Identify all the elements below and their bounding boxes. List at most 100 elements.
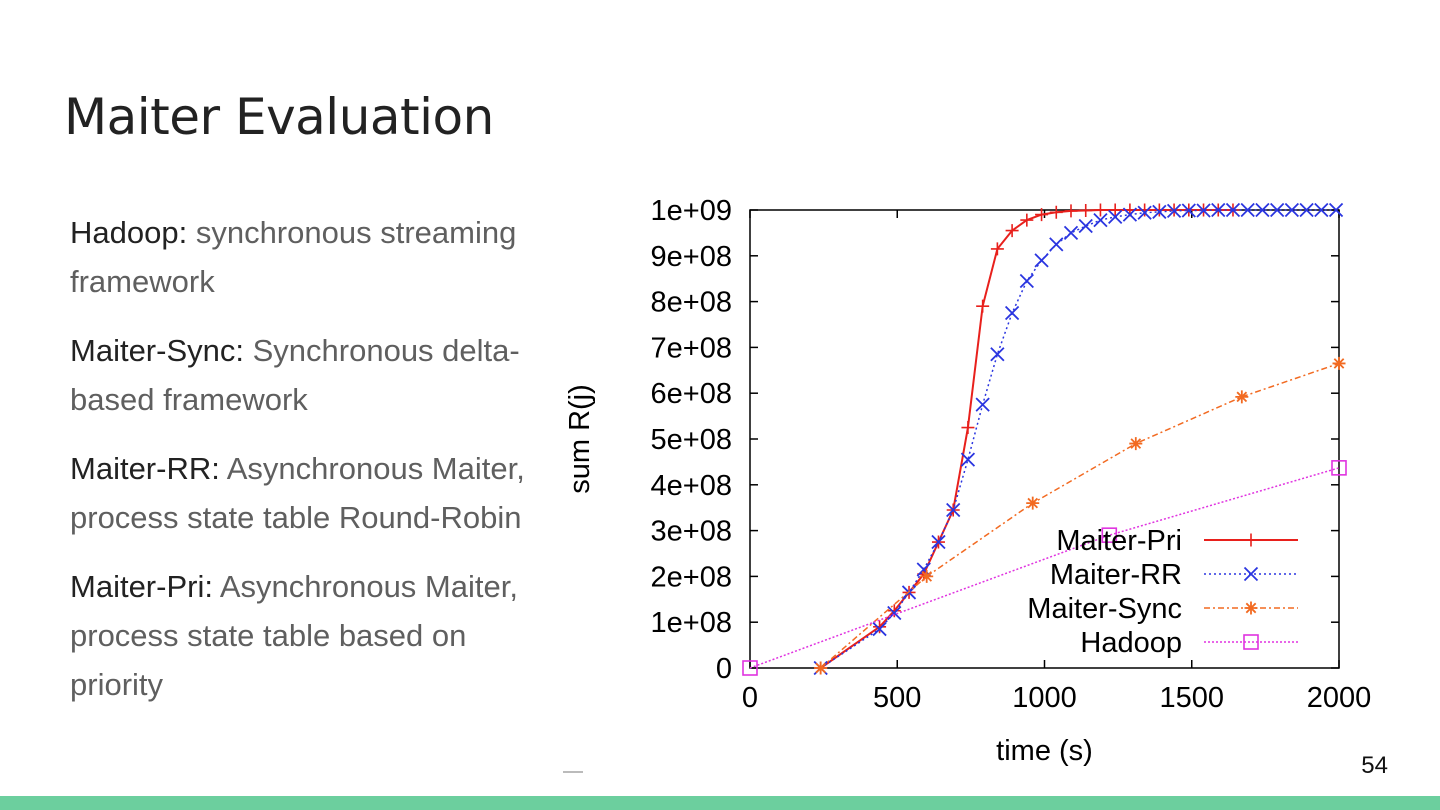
data-point-maiter-rr (1225, 202, 1241, 218)
data-point-maiter-rr (1137, 205, 1152, 220)
definition-text: Asynchronous Maiter, process state table… (70, 451, 525, 535)
definition-hadoop: Hadoop: synchronous streaming framework (70, 208, 530, 306)
data-point-maiter-sync (1026, 496, 1040, 510)
data-point-maiter-rr (1299, 202, 1314, 218)
y-tick-label: 1e+08 (651, 607, 732, 639)
data-point-maiter-rr (1328, 202, 1344, 218)
page-number: 54 (1361, 752, 1388, 779)
y-axis-label: sum R(j) (564, 384, 596, 494)
definition-term: Hadoop (70, 215, 179, 250)
y-tick-label: 7e+08 (651, 332, 732, 364)
data-point-maiter-pri (1005, 224, 1019, 238)
data-point-maiter-rr (887, 605, 902, 621)
data-point-maiter-sync (1332, 356, 1346, 370)
data-point-maiter-pri (1093, 203, 1107, 217)
y-tick-label: 1e+09 (651, 195, 732, 227)
x-tick-label: 1000 (1012, 682, 1077, 714)
data-point-maiter-rr (1078, 218, 1093, 234)
y-tick-label: 9e+08 (651, 241, 732, 273)
data-point-maiter-rr (931, 534, 946, 550)
slide-title: Maiter Evaluation (64, 88, 494, 146)
y-tick-label: 6e+08 (651, 378, 732, 410)
y-tick-label: 4e+08 (651, 470, 732, 502)
data-point-maiter-rr (1108, 209, 1123, 225)
data-point-maiter-sync (814, 661, 828, 675)
definition-maiter-rr: Maiter-RR: Asynchronous Maiter, process … (70, 444, 530, 542)
x-tick-label: 0 (742, 682, 758, 714)
data-point-maiter-sync (920, 569, 934, 583)
data-point-maiter-pri (873, 620, 887, 634)
data-point-maiter-rr (990, 347, 1005, 362)
data-point-maiter-rr (1019, 273, 1034, 289)
definition-text: Asynchronous Maiter, process state table… (70, 569, 518, 702)
definition-term: Maiter-Sync (70, 333, 236, 368)
definition-maiter-sync: Maiter-Sync: Synchronous delta-based fra… (70, 326, 530, 424)
y-tick-label: 2e+08 (651, 561, 732, 593)
y-tick-label: 5e+08 (651, 424, 732, 456)
data-point-maiter-pri (961, 421, 975, 435)
data-point-maiter-rr (1004, 305, 1020, 321)
data-point-maiter-rr (1152, 204, 1167, 219)
x-tick-label: 1500 (1159, 682, 1224, 714)
data-point-maiter-rr (946, 502, 961, 518)
definition-text: Synchronous delta-based framework (70, 333, 520, 417)
data-point-hadoop (1101, 527, 1118, 543)
data-point-maiter-rr (1270, 202, 1285, 218)
data-point-maiter-rr (1063, 225, 1079, 241)
data-point-maiter-pri (1138, 203, 1152, 217)
legend-marker-maiter-sync (1244, 601, 1258, 615)
convergence-line-chart: 0 500 1000 1500 2000 0 1e+08 2e+08 3e+08 4e+08 5e+… (564, 195, 1372, 767)
legend-marker-maiter-rr (1243, 566, 1259, 582)
series-line-maiter-sync (820, 362, 1340, 669)
data-point-maiter-pri (1035, 208, 1049, 222)
data-point-maiter-rr (1049, 237, 1064, 252)
data-point-maiter-rr (1166, 203, 1182, 219)
data-point-maiter-rr (1122, 207, 1138, 222)
data-point-maiter-rr (1093, 212, 1108, 228)
y-tick-label: 0 (716, 653, 732, 685)
data-point-hadoop (1331, 460, 1347, 476)
data-point-maiter-sync (1129, 437, 1143, 451)
data-point-maiter-rr (1240, 202, 1255, 218)
x-axis-label: time (s) (996, 735, 1093, 767)
definition-separator: : (235, 333, 253, 368)
series-line-hadoop (749, 467, 1340, 669)
data-point-maiter-pri (1108, 203, 1122, 217)
legend-marker-hadoop (1243, 634, 1259, 650)
data-point-maiter-pri (1152, 203, 1166, 217)
data-point-maiter-pri (1064, 204, 1078, 218)
data-point-maiter-rr (1255, 202, 1270, 218)
data-point-maiter-rr (872, 621, 887, 637)
legend-marker-maiter-pri (1244, 533, 1258, 547)
definition-term: Maiter-Pri (70, 569, 205, 604)
data-point-maiter-pri (976, 299, 990, 313)
data-point-maiter-rr (1181, 203, 1196, 218)
y-tick-label: 3e+08 (651, 516, 732, 548)
data-point-maiter-pri (1020, 213, 1034, 227)
data-point-maiter-rr (975, 397, 990, 412)
legend-label-maiter-pri: Maiter-Pri (1056, 525, 1182, 557)
decorative-dash (563, 771, 583, 773)
definition-separator: : (178, 215, 196, 250)
definition-term: Maiter-RR (70, 451, 212, 486)
footer-bar (0, 796, 1440, 810)
definition-separator: : (211, 451, 227, 486)
data-point-maiter-pri (1079, 203, 1093, 217)
legend-label-hadoop: Hadoop (1080, 627, 1182, 659)
definition-list: Hadoop: synchronous streaming framework … (70, 208, 530, 729)
x-tick-label: 500 (873, 682, 921, 714)
data-point-maiter-rr (1211, 202, 1226, 218)
legend-label-maiter-rr: Maiter-RR (1050, 559, 1182, 591)
data-point-maiter-rr (1196, 203, 1211, 218)
x-tick-label: 2000 (1307, 682, 1372, 714)
data-point-maiter-rr (1284, 202, 1300, 218)
definition-separator: : (204, 569, 220, 604)
data-point-maiter-pri (990, 242, 1004, 256)
data-point-maiter-rr (1034, 253, 1049, 268)
data-point-maiter-rr (960, 452, 976, 467)
definition-text: synchronous streaming framework (70, 215, 517, 299)
y-tick-label: 8e+08 (651, 287, 732, 319)
legend-label-maiter-sync: Maiter-Sync (1027, 593, 1182, 625)
data-point-maiter-rr (1314, 202, 1329, 218)
data-point-maiter-sync (1235, 390, 1249, 404)
